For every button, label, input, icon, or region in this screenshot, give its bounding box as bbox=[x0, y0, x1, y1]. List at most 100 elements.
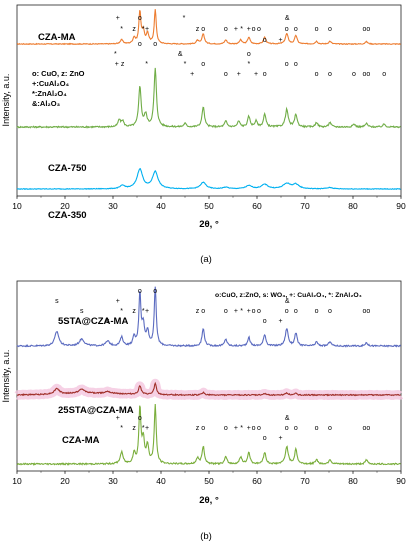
peak-marker: o bbox=[315, 308, 319, 315]
peak-marker: s bbox=[106, 318, 110, 325]
series-label-5sta-cza-ma: 5STA@CZA-MA bbox=[58, 316, 128, 327]
peak-marker: & bbox=[285, 415, 290, 422]
x-tick-label: 50 bbox=[204, 201, 214, 211]
x-ticks-b: 10 20 30 40 50 60 70 80 90 bbox=[12, 471, 406, 486]
peak-marker: + bbox=[190, 71, 194, 78]
peak-marker: * bbox=[114, 51, 117, 58]
peak-marker: o bbox=[263, 435, 267, 442]
peak-marker: o bbox=[294, 26, 298, 33]
peak-marker: + bbox=[254, 71, 258, 78]
peak-marker: o bbox=[257, 425, 261, 432]
legend-a: o: CuO, z: ZnO+:CuAl₂O₄*:ZnAl₂O₄&:Al₂O₃ bbox=[32, 69, 85, 108]
x-axis-label-b: 2θ, ° bbox=[199, 495, 219, 506]
peak-marker: o bbox=[263, 318, 267, 325]
x-ticks-a: 10 20 30 40 50 60 70 80 90 bbox=[12, 196, 406, 211]
x-tick-label: 90 bbox=[396, 476, 406, 486]
peak-marker: o bbox=[263, 37, 267, 44]
x-tick-label: 70 bbox=[300, 476, 310, 486]
peak-marker: o bbox=[382, 71, 386, 78]
series-line-25sta-cza-ma bbox=[16, 381, 401, 397]
peak-marker: o bbox=[252, 26, 256, 33]
peak-marker: + bbox=[116, 15, 120, 22]
peak-marker: o bbox=[153, 41, 157, 48]
peak-marker: o bbox=[252, 308, 256, 315]
x-tick-label: 70 bbox=[300, 201, 310, 211]
peak-marker: * bbox=[184, 61, 187, 68]
peak-marker: + bbox=[278, 435, 282, 442]
x-tick-label: 30 bbox=[108, 201, 118, 211]
peak-marker: o bbox=[138, 15, 142, 22]
series-label-cza-350: CZA-350 bbox=[48, 210, 87, 221]
legend-b: o:CuO, z:ZnO, s: WO₃, +: CuAl₂O₄, *: ZnA… bbox=[215, 292, 362, 299]
peak-marker: z bbox=[196, 308, 200, 315]
peak-marker: o bbox=[285, 425, 289, 432]
peak-marker: s bbox=[55, 298, 59, 305]
band-b bbox=[13, 378, 405, 401]
peak-marker: z bbox=[132, 26, 136, 33]
peak-marker: + bbox=[237, 71, 241, 78]
series-band-25sta-cza-ma bbox=[13, 378, 405, 401]
peak-marker: o bbox=[352, 71, 356, 78]
peak-marker: * bbox=[240, 26, 243, 33]
series-line-cza-ma bbox=[16, 9, 401, 46]
peak-marker: + bbox=[234, 308, 238, 315]
peak-marker: o bbox=[294, 61, 298, 68]
peak-marker: o bbox=[294, 425, 298, 432]
series-label-cza-ma: CZA-MA bbox=[38, 32, 76, 43]
peak-marker: & bbox=[285, 298, 290, 305]
peak-marker: * bbox=[120, 425, 123, 432]
peak-marker: o bbox=[294, 308, 298, 315]
x-tick-label: 60 bbox=[252, 476, 262, 486]
series-line-cza-750 bbox=[16, 67, 401, 129]
series-label-25sta-cza-ma: 25STA@CZA-MA bbox=[58, 405, 134, 416]
x-tick-label: 60 bbox=[252, 201, 262, 211]
x-tick-label: 30 bbox=[108, 476, 118, 486]
peak-marker: o bbox=[285, 61, 289, 68]
peak-marker: o bbox=[201, 26, 205, 33]
peak-marker: * bbox=[120, 308, 123, 315]
peak-marker: o bbox=[315, 425, 319, 432]
peak-marker: * bbox=[142, 425, 145, 432]
legend-entry: o: CuO, z: ZnO bbox=[32, 69, 85, 78]
peak-marker: z bbox=[132, 425, 136, 432]
series-label-cza-750: CZA-750 bbox=[48, 163, 87, 174]
legend-entry: o:CuO, z:ZnO, s: WO₃, +: CuAl₂O₄, *: ZnA… bbox=[215, 292, 362, 299]
peak-marker: oo bbox=[363, 71, 371, 78]
x-tick-label: 10 bbox=[12, 201, 22, 211]
peak-marker: o bbox=[224, 308, 228, 315]
x-tick-label: 40 bbox=[156, 476, 166, 486]
x-tick-label: 10 bbox=[12, 476, 22, 486]
peak-marker: o bbox=[328, 308, 332, 315]
series-line-cza-ma bbox=[16, 403, 401, 466]
legend-entry: &:Al₂O₃ bbox=[32, 99, 61, 108]
traces-b bbox=[16, 286, 402, 466]
peak-marker: z bbox=[121, 61, 125, 68]
peak-marker: + bbox=[116, 298, 120, 305]
peak-marker: * bbox=[120, 26, 123, 33]
peak-marker: o bbox=[263, 71, 267, 78]
series-label-cza-ma: CZA-MA bbox=[62, 435, 100, 446]
panel-label-a: (a) bbox=[200, 254, 212, 265]
peak-marker: + bbox=[278, 37, 282, 44]
series-line-5sta-cza-ma bbox=[16, 286, 402, 348]
peak-marker: * bbox=[240, 308, 243, 315]
peak-marker: o bbox=[328, 425, 332, 432]
legend-entry: +:CuAl₂O₄ bbox=[32, 79, 70, 88]
peak-marker: o bbox=[285, 308, 289, 315]
series-line-cza-350 bbox=[16, 167, 401, 191]
x-tick-label: 20 bbox=[60, 476, 70, 486]
peak-marker: z bbox=[196, 26, 200, 33]
peak-marker: o bbox=[315, 71, 319, 78]
peak-marker: + bbox=[247, 425, 251, 432]
peak-marker: o bbox=[252, 425, 256, 432]
peak-marker: o bbox=[201, 308, 205, 315]
peak-marker: z bbox=[196, 425, 200, 432]
peak-marker: oo bbox=[363, 308, 371, 315]
peak-marker: o bbox=[224, 425, 228, 432]
peak-marker: + bbox=[278, 318, 282, 325]
series-labels-b: 5STA@CZA-MA 25STA@CZA-MA CZA-MA bbox=[58, 316, 134, 446]
peak-marker: + bbox=[115, 61, 119, 68]
peak-marker: o bbox=[138, 41, 142, 48]
legend-entry: *:ZnAl₂O₄ bbox=[32, 89, 67, 98]
